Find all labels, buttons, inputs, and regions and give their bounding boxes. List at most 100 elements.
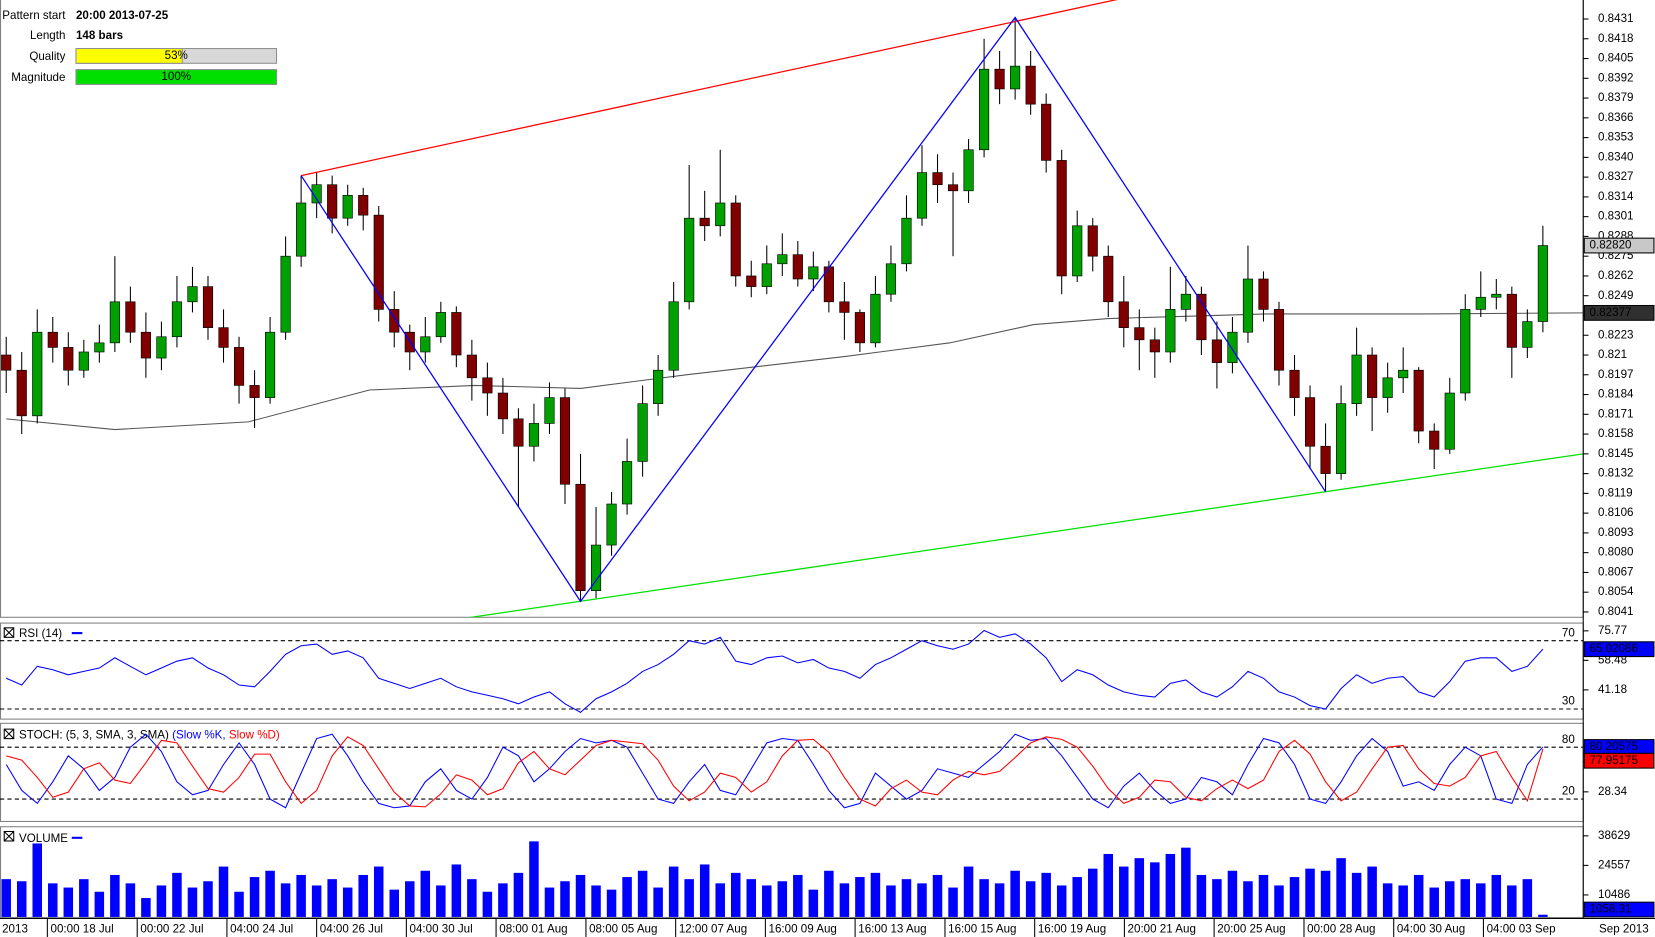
volume-bar [373,866,384,917]
y-tick-label: 0.8223 [1598,328,1633,341]
indicator-value-box-label: 80.20575 [1590,740,1638,753]
candle-body [839,301,850,313]
y-tick-label: 0.8327 [1598,170,1633,183]
volume-bar [622,877,632,917]
volume-bar [1336,858,1346,917]
x-tick-label: 08:00 05 Aug [589,923,657,936]
volume-bar [762,885,772,917]
candle-body [420,336,431,353]
indicator-value-box-label: 77.95175 [1590,754,1638,767]
volume-bar [591,885,601,917]
volume-bar [1507,885,1517,917]
price-layer [1,0,1584,618]
moving-average [6,312,1584,431]
x-tick-label: 04:00 26 Jul [320,923,383,936]
y-tick-label: 75.77 [1598,624,1627,637]
y-tick-label: 0.8132 [1598,467,1633,480]
y-tick-label: 0.8158 [1598,427,1633,440]
candle-body [761,263,772,287]
info-value: 20:00 2013-07-25 [76,9,169,22]
volume-bar [1196,874,1207,917]
volume-bar [389,889,400,917]
close-icon[interactable] [3,627,15,638]
candle-body [544,397,555,424]
volume-bar [79,879,89,917]
y-tick-label: 0.8197 [1598,368,1633,381]
info-label: Quality [29,50,65,63]
volume-bar [1025,881,1036,917]
close-icon-cross [3,627,15,638]
candle-body [1382,377,1393,398]
info-label: Length [30,29,65,42]
indicator-line [6,629,1544,713]
candle-body [994,68,1005,90]
volume-bar [1351,872,1362,917]
candle-body [1460,309,1471,394]
candle-body [1429,430,1440,450]
candle-body [156,336,167,359]
volume-bar [1538,914,1548,917]
candle-body [653,369,664,404]
volume-bar [1010,870,1020,917]
close-icon[interactable] [3,830,15,842]
y-tick-label: 0.8184 [1598,388,1634,401]
candle-body [1149,339,1160,353]
indicator-line [5,733,1544,809]
indicator-value-box [1583,752,1655,769]
volume-bar [110,874,120,917]
x-tick-label: 04:00 30 Aug [1397,923,1465,936]
volume-bar [420,870,431,917]
candle-body [1165,309,1176,353]
candle-body [47,331,58,348]
candle-body [622,461,633,505]
volume-bar [1134,858,1145,917]
candle-body [1258,278,1269,310]
volume-bar [187,887,198,917]
candle-body [854,312,865,344]
volume-bar [715,883,725,917]
volume-bar [327,879,337,917]
indicator-line [6,736,1544,808]
candle-body [451,312,462,356]
volume-bar [560,881,570,917]
volume-bar [203,881,213,917]
candle-body [218,327,229,348]
candle-body [1537,245,1548,322]
ma-value-box-label: 0.82377 [1590,306,1632,319]
volume-bar [436,885,446,917]
candle-body [1025,65,1036,105]
legend-entry: (Slow %K, [172,729,225,742]
candle-body [389,309,400,333]
volume-bar [482,891,493,917]
candle-body [792,254,803,280]
close-icon[interactable] [3,728,15,740]
volume-bar [1119,866,1129,917]
candle-body [466,354,477,379]
volume-bar [637,870,648,917]
x-tick-label: 12:00 07 Aug [679,923,747,936]
candle-body [265,331,276,398]
volume-bar [979,879,989,917]
volume-bar [668,866,679,917]
volume-bar [994,883,1005,917]
volume-bar [1491,874,1502,917]
x-end-label: Sep 2013 [1599,923,1649,936]
x-tick-label: 00:00 22 Jul [140,923,203,936]
candle-body [1320,445,1331,474]
candle-body [916,172,928,219]
candle-body [637,403,648,462]
volume-bar [575,874,586,917]
candle-body [311,184,322,204]
volume-bar [156,885,167,917]
candle-body [1475,296,1486,310]
y-tick-label: 0.8353 [1598,131,1633,144]
ma-value-box [1583,304,1655,321]
volume-bar [870,872,881,917]
candle-body [1227,331,1238,363]
last-price-box-label: 0.82820 [1590,239,1632,252]
candle-body [1072,225,1083,277]
volume-bar [544,887,555,917]
panel-headers: RSI (14) STOCH: (5, 3, SMA, 3, SMA) (Slo… [3,627,280,845]
magnitude-label: 100% [161,70,191,83]
